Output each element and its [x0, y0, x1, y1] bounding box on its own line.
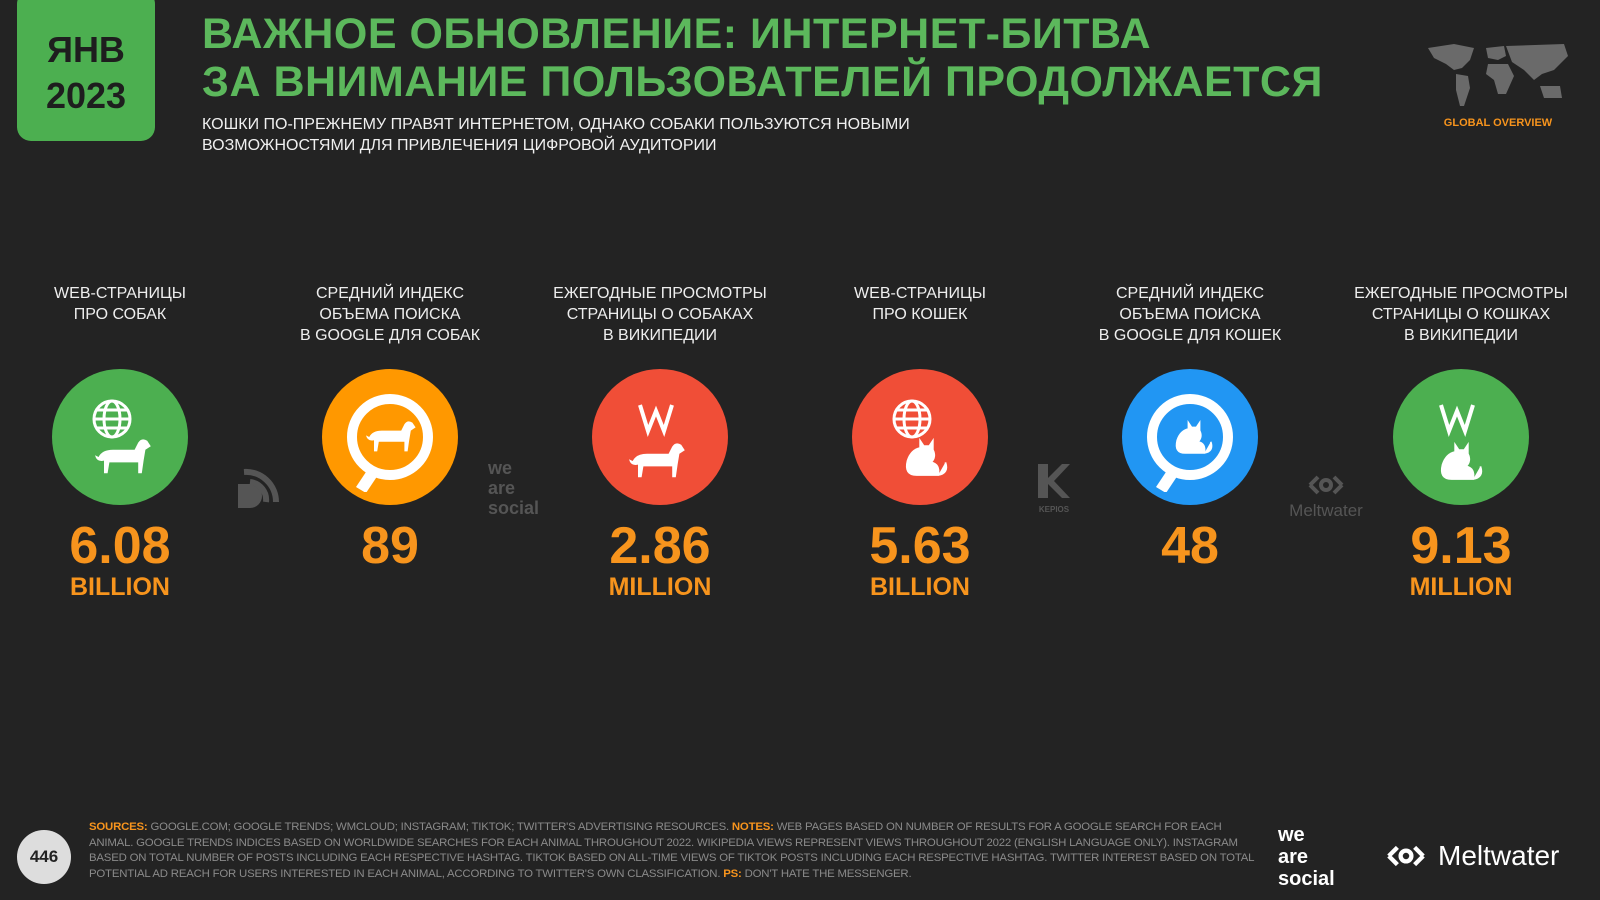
- metric-unit: BILLION: [870, 573, 970, 601]
- notes-text: WEB PAGES BASED ON NUMBER OF RESULTS FOR…: [89, 821, 1254, 880]
- sources-label: SOURCES:: [89, 821, 148, 833]
- metric-label-line: ПРО СОБАК: [73, 306, 167, 323]
- meltwater-logo-icon: [1308, 475, 1344, 495]
- brand-we: we: [1278, 824, 1305, 846]
- date-badge: ЯНВ 2023: [17, 0, 155, 141]
- section-label: GLOBAL OVERVIEW: [1443, 117, 1553, 129]
- metric-label: ЕЖЕГОДНЫЕ ПРОСМОТРЫ СТРАНИЦЫ О СОБАКАХ В…: [545, 283, 775, 371]
- metric-value: 6.08: [69, 517, 171, 575]
- metric-label-line: СРЕДНИЙ ИНДЕКС: [1116, 285, 1264, 302]
- metric-label-line: ОБЪЕМА ПОИСКА: [1119, 306, 1261, 323]
- meltwater-brand-text: Meltwater: [1438, 840, 1560, 871]
- world-map-icon: [1428, 44, 1568, 106]
- title-line-2: ЗА ВНИМАНИЕ ПОЛЬЗОВАТЕЛЕЙ ПРОДОЛЖАЕТСЯ: [202, 58, 1323, 106]
- watermark-social: social: [488, 498, 540, 518]
- metric-label: WEB-СТРАНИЦЫ ПРО СОБАК: [5, 283, 235, 371]
- date-year: 2023: [45, 74, 127, 116]
- metric-label-line: ЕЖЕГОДНЫЕ ПРОСМОТРЫ: [553, 285, 767, 302]
- meltwater-text: Meltwater: [1289, 501, 1363, 520]
- kepios-text: KEPIOS: [1038, 505, 1070, 514]
- datareportal-watermark-icon: [234, 462, 286, 519]
- metric-unit: MILLION: [608, 573, 712, 601]
- kepios-logo-icon: [1038, 464, 1070, 498]
- page-number: 446: [17, 830, 71, 884]
- metric-value: 9.13: [1410, 517, 1512, 575]
- globe-dog-icon: [52, 369, 188, 505]
- search-dog-icon: [322, 369, 458, 505]
- date-month: ЯНВ: [47, 28, 125, 70]
- metric-value: 5.63: [869, 517, 971, 575]
- metric-label-line: СТРАНИЦЫ О СОБАКАХ: [566, 306, 754, 323]
- metric-label-line: ОБЪЕМА ПОИСКА: [319, 306, 461, 323]
- wikipedia-dog-icon: [592, 369, 728, 505]
- metric-label: СРЕДНИЙ ИНДЕКС ОБЪЕМА ПОИСКА В GOOGLE ДЛ…: [1075, 283, 1305, 371]
- metric-label-line: СРЕДНИЙ ИНДЕКС: [316, 285, 464, 302]
- footer-notes: SOURCES: GOOGLE.COM; GOOGLE TRENDS; WMCL…: [89, 820, 1259, 882]
- watermark-are: are: [488, 478, 516, 498]
- subtitle-line-2: ВОЗМОЖНОСТЯМИ ДЛЯ ПРИВЛЕЧЕНИЯ ЦИФРОВОЙ А…: [202, 137, 717, 154]
- brand-are: are: [1278, 846, 1309, 868]
- title-line-1: ВАЖНОЕ ОБНОВЛЕНИЕ: ИНТЕРНЕТ-БИТВА: [202, 10, 1151, 58]
- subtitle: КОШКИ ПО-ПРЕЖНЕМУ ПРАВЯТ ИНТЕРНЕТОМ, ОДН…: [202, 114, 962, 156]
- we-are-social-watermark: we are social: [488, 458, 539, 518]
- metric-label-line: В ВИКИПЕДИИ: [602, 327, 718, 344]
- metric-label-line: WEB-СТРАНИЦЫ: [54, 285, 186, 302]
- subtitle-line-1: КОШКИ ПО-ПРЕЖНЕМУ ПРАВЯТ ИНТЕРНЕТОМ, ОДН…: [202, 116, 910, 133]
- metric-label-line: В GOOGLE ДЛЯ КОШЕК: [1098, 327, 1282, 344]
- meltwater-watermark: Meltwater: [1281, 474, 1371, 521]
- metric-card: СРЕДНИЙ ИНДЕКС ОБЪЕМА ПОИСКА В GOOGLE ДЛ…: [275, 283, 505, 573]
- metric-card: WEB-СТРАНИЦЫ ПРО СОБАК 6.08 BILLION: [5, 283, 235, 601]
- metric-label-line: В GOOGLE ДЛЯ СОБАК: [299, 327, 481, 344]
- metric-value: 89: [361, 517, 419, 575]
- notes-label: NOTES:: [731, 821, 774, 833]
- metric-card: СРЕДНИЙ ИНДЕКС ОБЪЕМА ПОИСКА В GOOGLE ДЛ…: [1075, 283, 1305, 573]
- globe-cat-icon: [852, 369, 988, 505]
- ps-text: DON'T HATE THE MESSENGER.: [744, 867, 912, 880]
- metric-value: 48: [1161, 517, 1219, 575]
- metric-label-line: СТРАНИЦЫ О КОШКАХ: [1371, 306, 1551, 323]
- metric-unit: MILLION: [1409, 573, 1513, 601]
- metric-label-line: WEB-СТРАНИЦЫ: [854, 285, 986, 302]
- sources-text: GOOGLE.COM; GOOGLE TRENDS; WMCLOUD; INST…: [150, 821, 730, 833]
- brand-social: social: [1278, 868, 1335, 890]
- watermark-we: we: [488, 458, 513, 478]
- metric-card: WEB-СТРАНИЦЫ ПРО КОШЕК 5.63 BILLION: [805, 283, 1035, 601]
- page-title: ВАЖНОЕ ОБНОВЛЕНИЕ: ИНТЕРНЕТ-БИТВА ЗА ВНИ…: [202, 10, 1323, 106]
- metric-unit: BILLION: [70, 573, 170, 601]
- metric-label-line: В ВИКИПЕДИИ: [1403, 327, 1519, 344]
- metric-label: WEB-СТРАНИЦЫ ПРО КОШЕК: [805, 283, 1035, 371]
- metric-card: ЕЖЕГОДНЫЕ ПРОСМОТРЫ СТРАНИЦЫ О СОБАКАХ В…: [545, 283, 775, 601]
- metric-label: ЕЖЕГОДНЫЕ ПРОСМОТРЫ СТРАНИЦЫ О КОШКАХ В …: [1346, 283, 1576, 371]
- ps-label: PS:: [723, 867, 742, 880]
- search-cat-icon: [1122, 369, 1258, 505]
- metric-label-line: ЕЖЕГОДНЫЕ ПРОСМОТРЫ: [1354, 285, 1568, 302]
- wikipedia-cat-icon: [1393, 369, 1529, 505]
- metric-label-line: ПРО КОШЕК: [872, 306, 968, 323]
- meltwater-logo-icon: [1387, 845, 1425, 867]
- metric-card: ЕЖЕГОДНЫЕ ПРОСМОТРЫ СТРАНИЦЫ О КОШКАХ В …: [1346, 283, 1576, 601]
- we-are-social-logo: we are social: [1278, 824, 1335, 890]
- metric-label: СРЕДНИЙ ИНДЕКС ОБЪЕМА ПОИСКА В GOOGLE ДЛ…: [275, 283, 505, 371]
- metric-value: 2.86: [609, 517, 711, 575]
- kepios-watermark: KEPIOS: [1034, 462, 1074, 515]
- meltwater-logo: Meltwater: [1378, 840, 1559, 872]
